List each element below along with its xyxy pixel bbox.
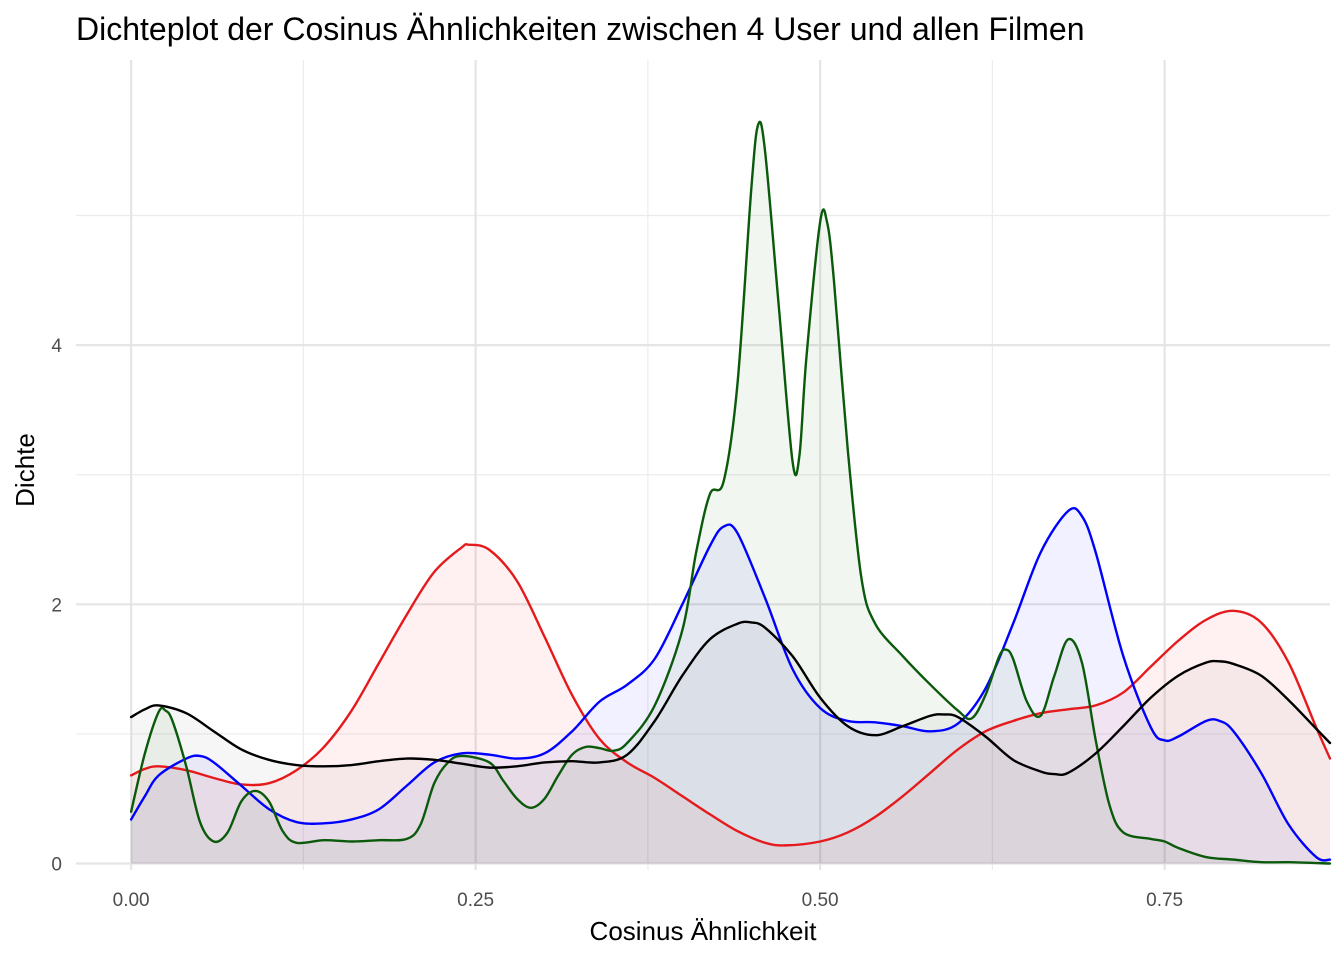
y-tick-label: 0 (51, 855, 62, 876)
y-tick-label: 2 (51, 595, 62, 616)
density-area-2 (131, 508, 1330, 864)
density-area-4 (131, 621, 1330, 864)
y-tick-label: 4 (51, 336, 62, 357)
density-lines (129, 120, 1332, 865)
x-tick-label: 0.50 (802, 890, 839, 911)
density-area-3 (131, 121, 1330, 864)
density-line-2 (129, 506, 1332, 862)
x-tick-label: 0.00 (113, 890, 150, 911)
density-line-4 (129, 620, 1332, 777)
x-tick-label: 0.25 (457, 890, 494, 911)
x-axis-title: Cosinus Ähnlichkeit (590, 916, 818, 946)
y-axis-tick-labels: 0 2 4 (51, 336, 62, 875)
minor-gridlines (76, 60, 1330, 870)
x-tick-label: 0.75 (1146, 890, 1183, 911)
chart-title: Dichteplot der Cosinus Ähnlichkeiten zwi… (76, 11, 1085, 47)
y-axis-title: Dichte (10, 433, 40, 507)
density-fills (131, 121, 1330, 864)
density-area-1 (131, 544, 1330, 864)
density-line-3 (129, 120, 1332, 865)
x-axis-tick-labels: 0.00 0.25 0.50 0.75 (113, 890, 1184, 911)
major-gridlines (76, 60, 1330, 870)
